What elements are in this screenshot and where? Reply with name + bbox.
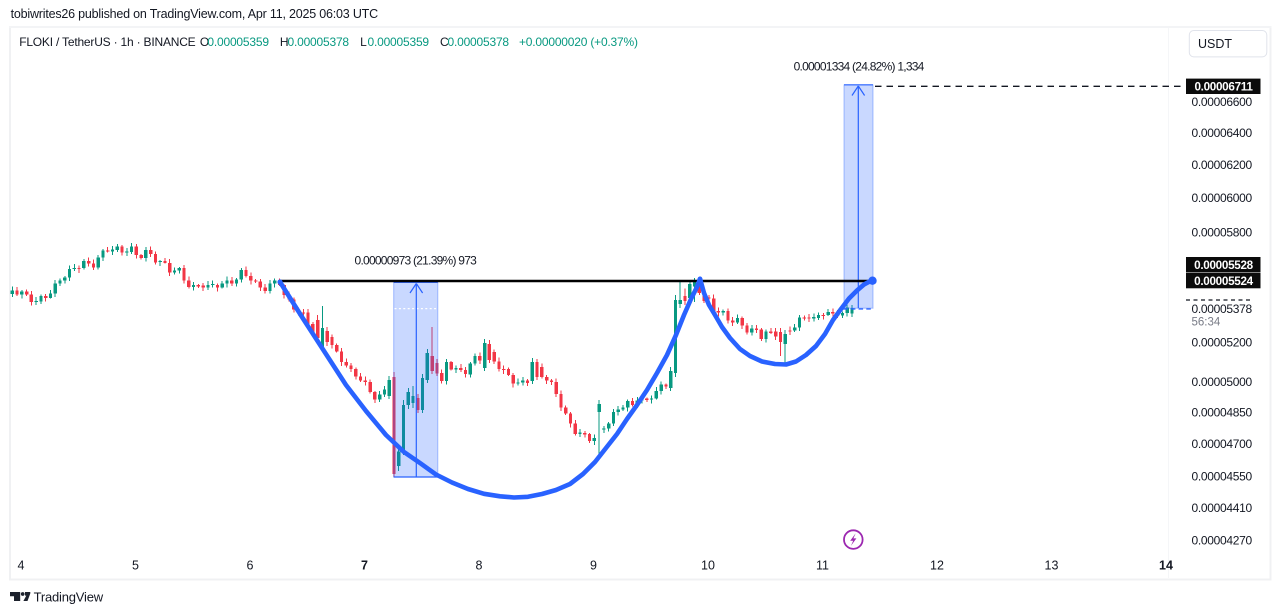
svg-text:0.00005359: 0.00005359 — [368, 35, 430, 49]
svg-text:H: H — [280, 35, 288, 49]
svg-text:0.00004270: 0.00004270 — [1192, 534, 1253, 548]
svg-text:7: 7 — [361, 559, 368, 573]
svg-text:tobiwrites26 published on Trad: tobiwrites26 published on TradingView.co… — [11, 7, 378, 21]
svg-text:USDT: USDT — [1198, 37, 1232, 51]
svg-text:FLOKI / TetherUS · 1h · BINANC: FLOKI / TetherUS · 1h · BINANCE — [19, 35, 195, 49]
svg-text:9: 9 — [590, 559, 597, 573]
svg-text:0.00006200: 0.00006200 — [1192, 158, 1253, 172]
svg-text:0.00005378: 0.00005378 — [448, 35, 510, 49]
svg-text:0.00000973 (21.39%) 973: 0.00000973 (21.39%) 973 — [355, 254, 478, 268]
svg-text:0.00004550: 0.00004550 — [1192, 470, 1253, 484]
svg-text:0.00005359: 0.00005359 — [207, 35, 269, 49]
svg-text:TradingView: TradingView — [34, 590, 104, 605]
svg-text:0.00005800: 0.00005800 — [1192, 225, 1253, 239]
svg-text:11: 11 — [816, 559, 829, 573]
svg-text:0.00005000: 0.00005000 — [1192, 375, 1253, 389]
svg-text:0.00004850: 0.00004850 — [1192, 405, 1253, 419]
svg-text:12: 12 — [930, 559, 944, 573]
svg-text:13: 13 — [1045, 559, 1059, 573]
svg-text:0.00006400: 0.00006400 — [1192, 126, 1253, 140]
svg-text:L: L — [360, 35, 367, 49]
svg-text:6: 6 — [247, 559, 254, 573]
svg-text:0.00005528: 0.00005528 — [1194, 259, 1254, 272]
svg-text:0.00004410: 0.00004410 — [1192, 501, 1253, 515]
svg-text:56:34: 56:34 — [1192, 317, 1221, 329]
svg-text:0.00005378: 0.00005378 — [288, 35, 350, 49]
svg-text:0.00005524: 0.00005524 — [1194, 275, 1254, 288]
svg-text:14: 14 — [1159, 559, 1173, 573]
svg-text:0.00006000: 0.00006000 — [1192, 191, 1253, 205]
svg-text:0.00001334 (24.82%) 1,334: 0.00001334 (24.82%) 1,334 — [794, 60, 925, 74]
svg-text:10: 10 — [701, 559, 715, 573]
svg-text:+0.00000020 (+0.37%): +0.00000020 (+0.37%) — [519, 35, 638, 49]
svg-text:0.00004700: 0.00004700 — [1192, 437, 1253, 451]
svg-text:0.00006600: 0.00006600 — [1192, 95, 1253, 109]
svg-text:4: 4 — [18, 559, 25, 573]
svg-text:C: C — [440, 35, 449, 49]
svg-text:0.00005200: 0.00005200 — [1192, 335, 1253, 349]
svg-text:O: O — [200, 35, 209, 49]
svg-text:8: 8 — [476, 559, 483, 573]
svg-text:0.00006711: 0.00006711 — [1194, 81, 1253, 94]
svg-text:5: 5 — [132, 559, 139, 573]
svg-text:0.00005378: 0.00005378 — [1192, 302, 1253, 316]
